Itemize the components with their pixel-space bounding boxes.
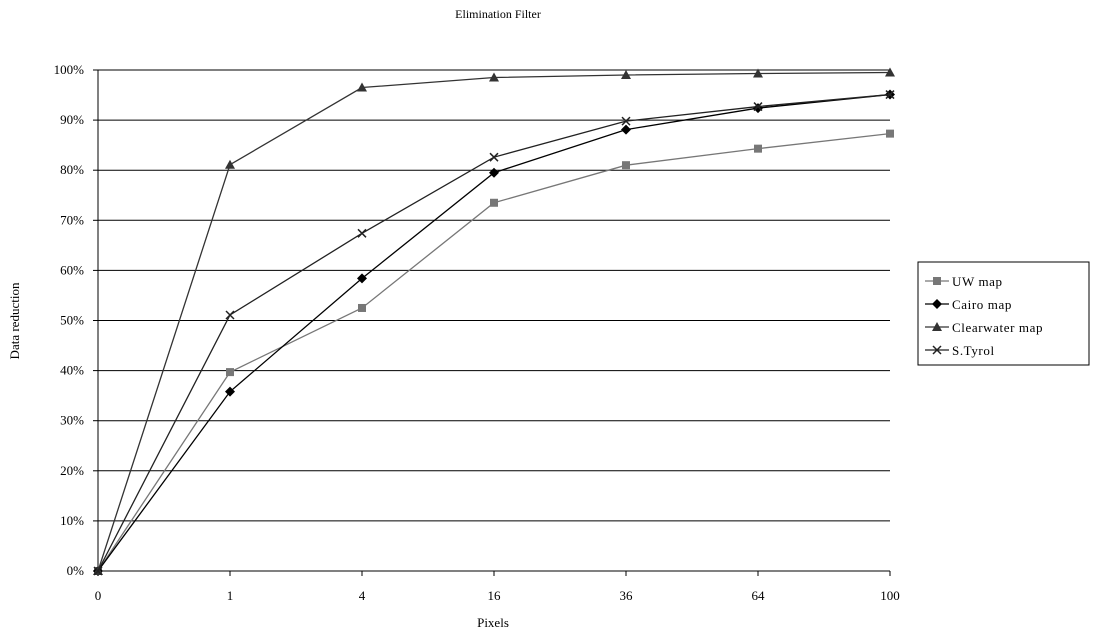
x-tick-label: 1 (227, 588, 234, 603)
y-tick-labels: 0% 10% 20% 30% 40% 50% 60% 70% 80% 90% 100% (54, 62, 85, 578)
data-point-square (490, 198, 498, 207)
data-point-diamond (489, 167, 499, 178)
x-tick-label: 4 (359, 588, 366, 603)
data-point-triangle (932, 322, 942, 331)
data-point-diamond (357, 273, 367, 284)
data-point-triangle (621, 70, 631, 80)
data-point-x (753, 102, 763, 112)
x-axis-label: Pixels (477, 615, 509, 630)
series-line (97, 93, 891, 572)
y-axis-label: Data reduction (7, 282, 22, 359)
data-point-x (225, 310, 235, 320)
data-point-x (93, 566, 103, 576)
series-line (97, 93, 891, 572)
data-point-triangle (357, 82, 367, 92)
data-point-diamond (932, 299, 942, 309)
legend-box (917, 261, 1090, 366)
legend-label: Cairo map (952, 297, 1012, 312)
data-point-x (621, 116, 631, 126)
data-point-diamond (753, 103, 763, 114)
y-tick-label: 80% (60, 162, 84, 177)
chart-title: Elimination Filter (455, 7, 541, 21)
x-tick-labels: 0 1 4 16 36 64 100 (95, 588, 900, 603)
data-point-triangle (489, 72, 499, 82)
x-tick-label: 36 (620, 588, 634, 603)
y-tick-label: 40% (60, 363, 84, 378)
data-point-x (489, 152, 499, 162)
y-tick-label: 70% (60, 212, 84, 227)
y-tick-label: 50% (60, 313, 84, 328)
x-tick-label: 0 (95, 588, 102, 603)
data-point-square (358, 303, 366, 312)
data-point-square (886, 129, 894, 138)
series-cairo-map (93, 89, 895, 576)
data-point-triangle (885, 67, 895, 77)
legend-label: Clearwater map (952, 320, 1043, 335)
data-point-triangle (225, 159, 235, 169)
y-tick-label: 20% (60, 463, 84, 478)
x-tick-label: 100 (880, 588, 900, 603)
y-tick-label: 0% (67, 563, 85, 578)
data-point-x (932, 345, 942, 355)
y-tick-label: 10% (60, 513, 84, 528)
legend: UW map Cairo map Clearwater map S.Tyrol (917, 261, 1090, 366)
data-point-square (933, 277, 941, 285)
data-point-x (357, 228, 367, 238)
x-tick-label: 16 (488, 588, 502, 603)
y-tick-label: 60% (60, 262, 84, 277)
data-point-triangle (753, 68, 763, 78)
legend-label: S.Tyrol (952, 343, 995, 358)
gridlines (93, 69, 890, 572)
axes (97, 70, 891, 576)
data-point-diamond (225, 386, 235, 397)
x-tick-label: 64 (752, 588, 766, 603)
data-point-square (754, 144, 762, 153)
series-uw-map (94, 129, 894, 575)
data-point-square (226, 368, 234, 377)
y-tick-label: 30% (60, 413, 84, 428)
data-point-square (622, 161, 630, 170)
y-tick-label: 90% (60, 112, 84, 127)
series-clearwater-map (93, 67, 895, 575)
series-lines (93, 67, 895, 576)
series-s-tyrol (93, 90, 895, 576)
y-tick-label: 100% (54, 62, 85, 77)
data-point-diamond (621, 124, 631, 135)
legend-label: UW map (952, 274, 1003, 289)
data-point-x (885, 90, 895, 100)
